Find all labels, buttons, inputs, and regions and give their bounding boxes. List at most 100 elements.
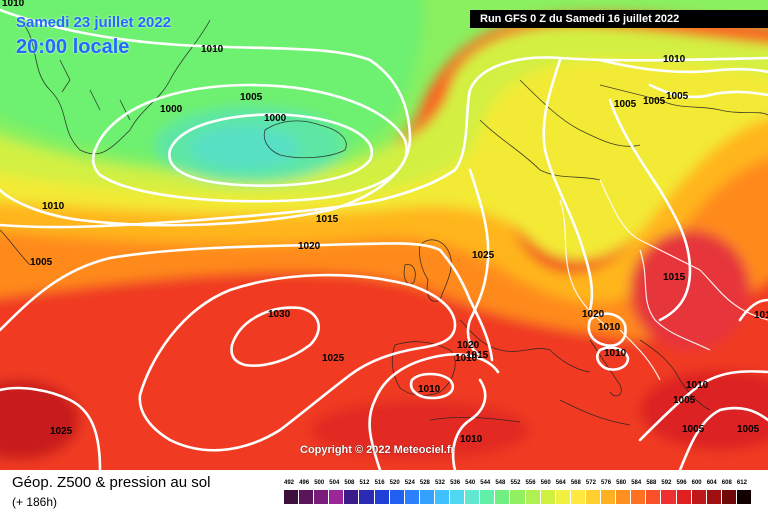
legend-color-swatch xyxy=(450,490,465,504)
legend-tick-label: 596 xyxy=(676,480,687,486)
map-footer: Géop. Z500 & pression au sol (+ 186h) 49… xyxy=(0,470,768,512)
color-scale-legend: 492 496 500 504 508 512 516 520 524 528 532 536 540 5… xyxy=(284,480,752,510)
isobar-1025-channel xyxy=(466,168,490,357)
legend-tick-label: 536 xyxy=(450,480,461,486)
legend-tick-label: 528 xyxy=(419,480,430,486)
legend-tick-label: 600 xyxy=(691,480,702,486)
map-product-title: Géop. Z500 & pression au sol xyxy=(12,474,211,491)
legend-tick-label: 496 xyxy=(299,480,310,486)
isobar-1015-atlantic xyxy=(0,56,768,229)
legend-color-swatch xyxy=(389,490,404,504)
isobar-1010-southeast xyxy=(638,370,768,442)
isobar-label: 1005 xyxy=(614,99,637,110)
isobar-1015-europe xyxy=(608,98,692,322)
isobar-1015-iberia xyxy=(451,378,487,470)
legend-color-swatch xyxy=(299,490,314,504)
isobars xyxy=(0,8,768,470)
isobar-label: 1020 xyxy=(298,241,321,252)
isobar-label: 1005 xyxy=(666,91,689,102)
isobar-label: 1015 xyxy=(316,214,339,225)
legend-color-swatch xyxy=(721,490,736,504)
legend-tick-label: 516 xyxy=(374,480,385,486)
isobar-label: 1020 xyxy=(582,309,605,320)
isobar-label: 1025 xyxy=(472,250,495,261)
legend-tick-label: 524 xyxy=(404,480,415,486)
legend-tick-label: 572 xyxy=(585,480,596,486)
forecast-valid-date: Samedi 23 juillet 2022 xyxy=(16,14,172,31)
legend-color-swatch xyxy=(585,490,601,504)
isobar-label: 1005 xyxy=(673,395,696,406)
legend-tick-label: 512 xyxy=(359,480,370,486)
legend-color-swatch xyxy=(465,490,480,504)
legend-color-swatch xyxy=(419,490,434,504)
isobar-label: 1005 xyxy=(643,96,666,107)
legend-tick-label: 548 xyxy=(495,480,506,486)
isobar-label: 1000 xyxy=(160,104,183,115)
isobar-1010-iberia xyxy=(409,372,455,400)
legend-tick-label: 592 xyxy=(661,480,672,486)
isobar-1020-europe xyxy=(542,58,594,312)
isobar-label: 1005 xyxy=(30,257,53,268)
legend-tick-label: 564 xyxy=(555,480,566,486)
legend-color-swatch xyxy=(540,490,555,504)
isobar-1010-east xyxy=(598,58,768,74)
coastlines xyxy=(0,19,768,426)
legend-tick-label: 584 xyxy=(631,480,642,486)
legend-color-swatch xyxy=(404,490,419,504)
isobar-label: 1010 xyxy=(754,310,768,321)
forecast-local-time: 20:00 locale xyxy=(16,36,130,58)
legend-tick-label: 492 xyxy=(284,480,295,486)
legend-color-swatch xyxy=(344,490,359,504)
isobar-1010-north xyxy=(0,8,412,227)
legend-tick-label: 520 xyxy=(389,480,400,486)
legend-color-swatch xyxy=(555,490,570,504)
isobar-label: 1030 xyxy=(268,309,291,320)
isobar-label: 1015 xyxy=(466,350,489,361)
isobar-label: 1025 xyxy=(50,426,73,437)
legend-tick-label: 560 xyxy=(540,480,551,486)
isobar-label: 1010 xyxy=(201,44,224,55)
isobar-label: 1010 xyxy=(598,322,621,333)
isobar-label: 1000 xyxy=(264,113,287,124)
legend-color-swatch xyxy=(510,490,525,504)
legend-tick-label: 508 xyxy=(344,480,355,486)
isobar-label: 1010 xyxy=(2,0,25,9)
legend-color-swatch xyxy=(359,490,374,504)
isobar-1005-southeast xyxy=(678,406,768,470)
legend-color-swatch xyxy=(329,490,344,504)
legend-color-swatch xyxy=(570,490,585,504)
legend-color-swatch xyxy=(676,490,691,504)
isobar-1025-high xyxy=(138,273,457,452)
legend-color-swatch xyxy=(736,490,751,504)
legend-color-swatch xyxy=(646,490,661,504)
legend-tick-label: 500 xyxy=(314,480,325,486)
isobar-labels: 1010 1010 1005 1000 1000 1010 1005 1015 … xyxy=(2,0,768,445)
isobar-label: 1005 xyxy=(737,424,760,435)
legend-tick-label: 588 xyxy=(646,480,657,486)
legend-color-swatch xyxy=(374,490,389,504)
isobar-1010-balkans xyxy=(595,346,630,371)
legend-tick-label: 604 xyxy=(706,480,717,486)
isobar-1020-atlantic xyxy=(0,242,494,362)
legend-tick-label: 540 xyxy=(465,480,476,486)
isobar-1030-core xyxy=(230,306,320,367)
legend-color-swatch xyxy=(691,490,706,504)
legend-tick-label: 544 xyxy=(480,480,491,486)
isobar-label: 1010 xyxy=(418,384,441,395)
legend-tick-label: 608 xyxy=(721,480,732,486)
legend-color-swatch xyxy=(434,490,450,504)
isobar-1005-east xyxy=(648,83,768,99)
isobar-label: 1020 xyxy=(457,340,480,351)
isobar-1000-core xyxy=(168,113,374,187)
isobar-label: 1010 xyxy=(460,434,483,445)
legend-tick-label: 504 xyxy=(329,480,340,486)
legend-color-swatch xyxy=(495,490,510,504)
legend-color-swatch xyxy=(631,490,646,504)
model-run-label: Run GFS 0 Z du Samedi 16 juillet 2022 xyxy=(470,10,768,28)
isobar-label: 1010 xyxy=(42,201,65,212)
legend-color-swatch xyxy=(480,490,495,504)
legend-tick-label: 612 xyxy=(736,480,747,486)
legend-color-swatch xyxy=(616,490,631,504)
legend-color-swatch xyxy=(601,490,616,504)
